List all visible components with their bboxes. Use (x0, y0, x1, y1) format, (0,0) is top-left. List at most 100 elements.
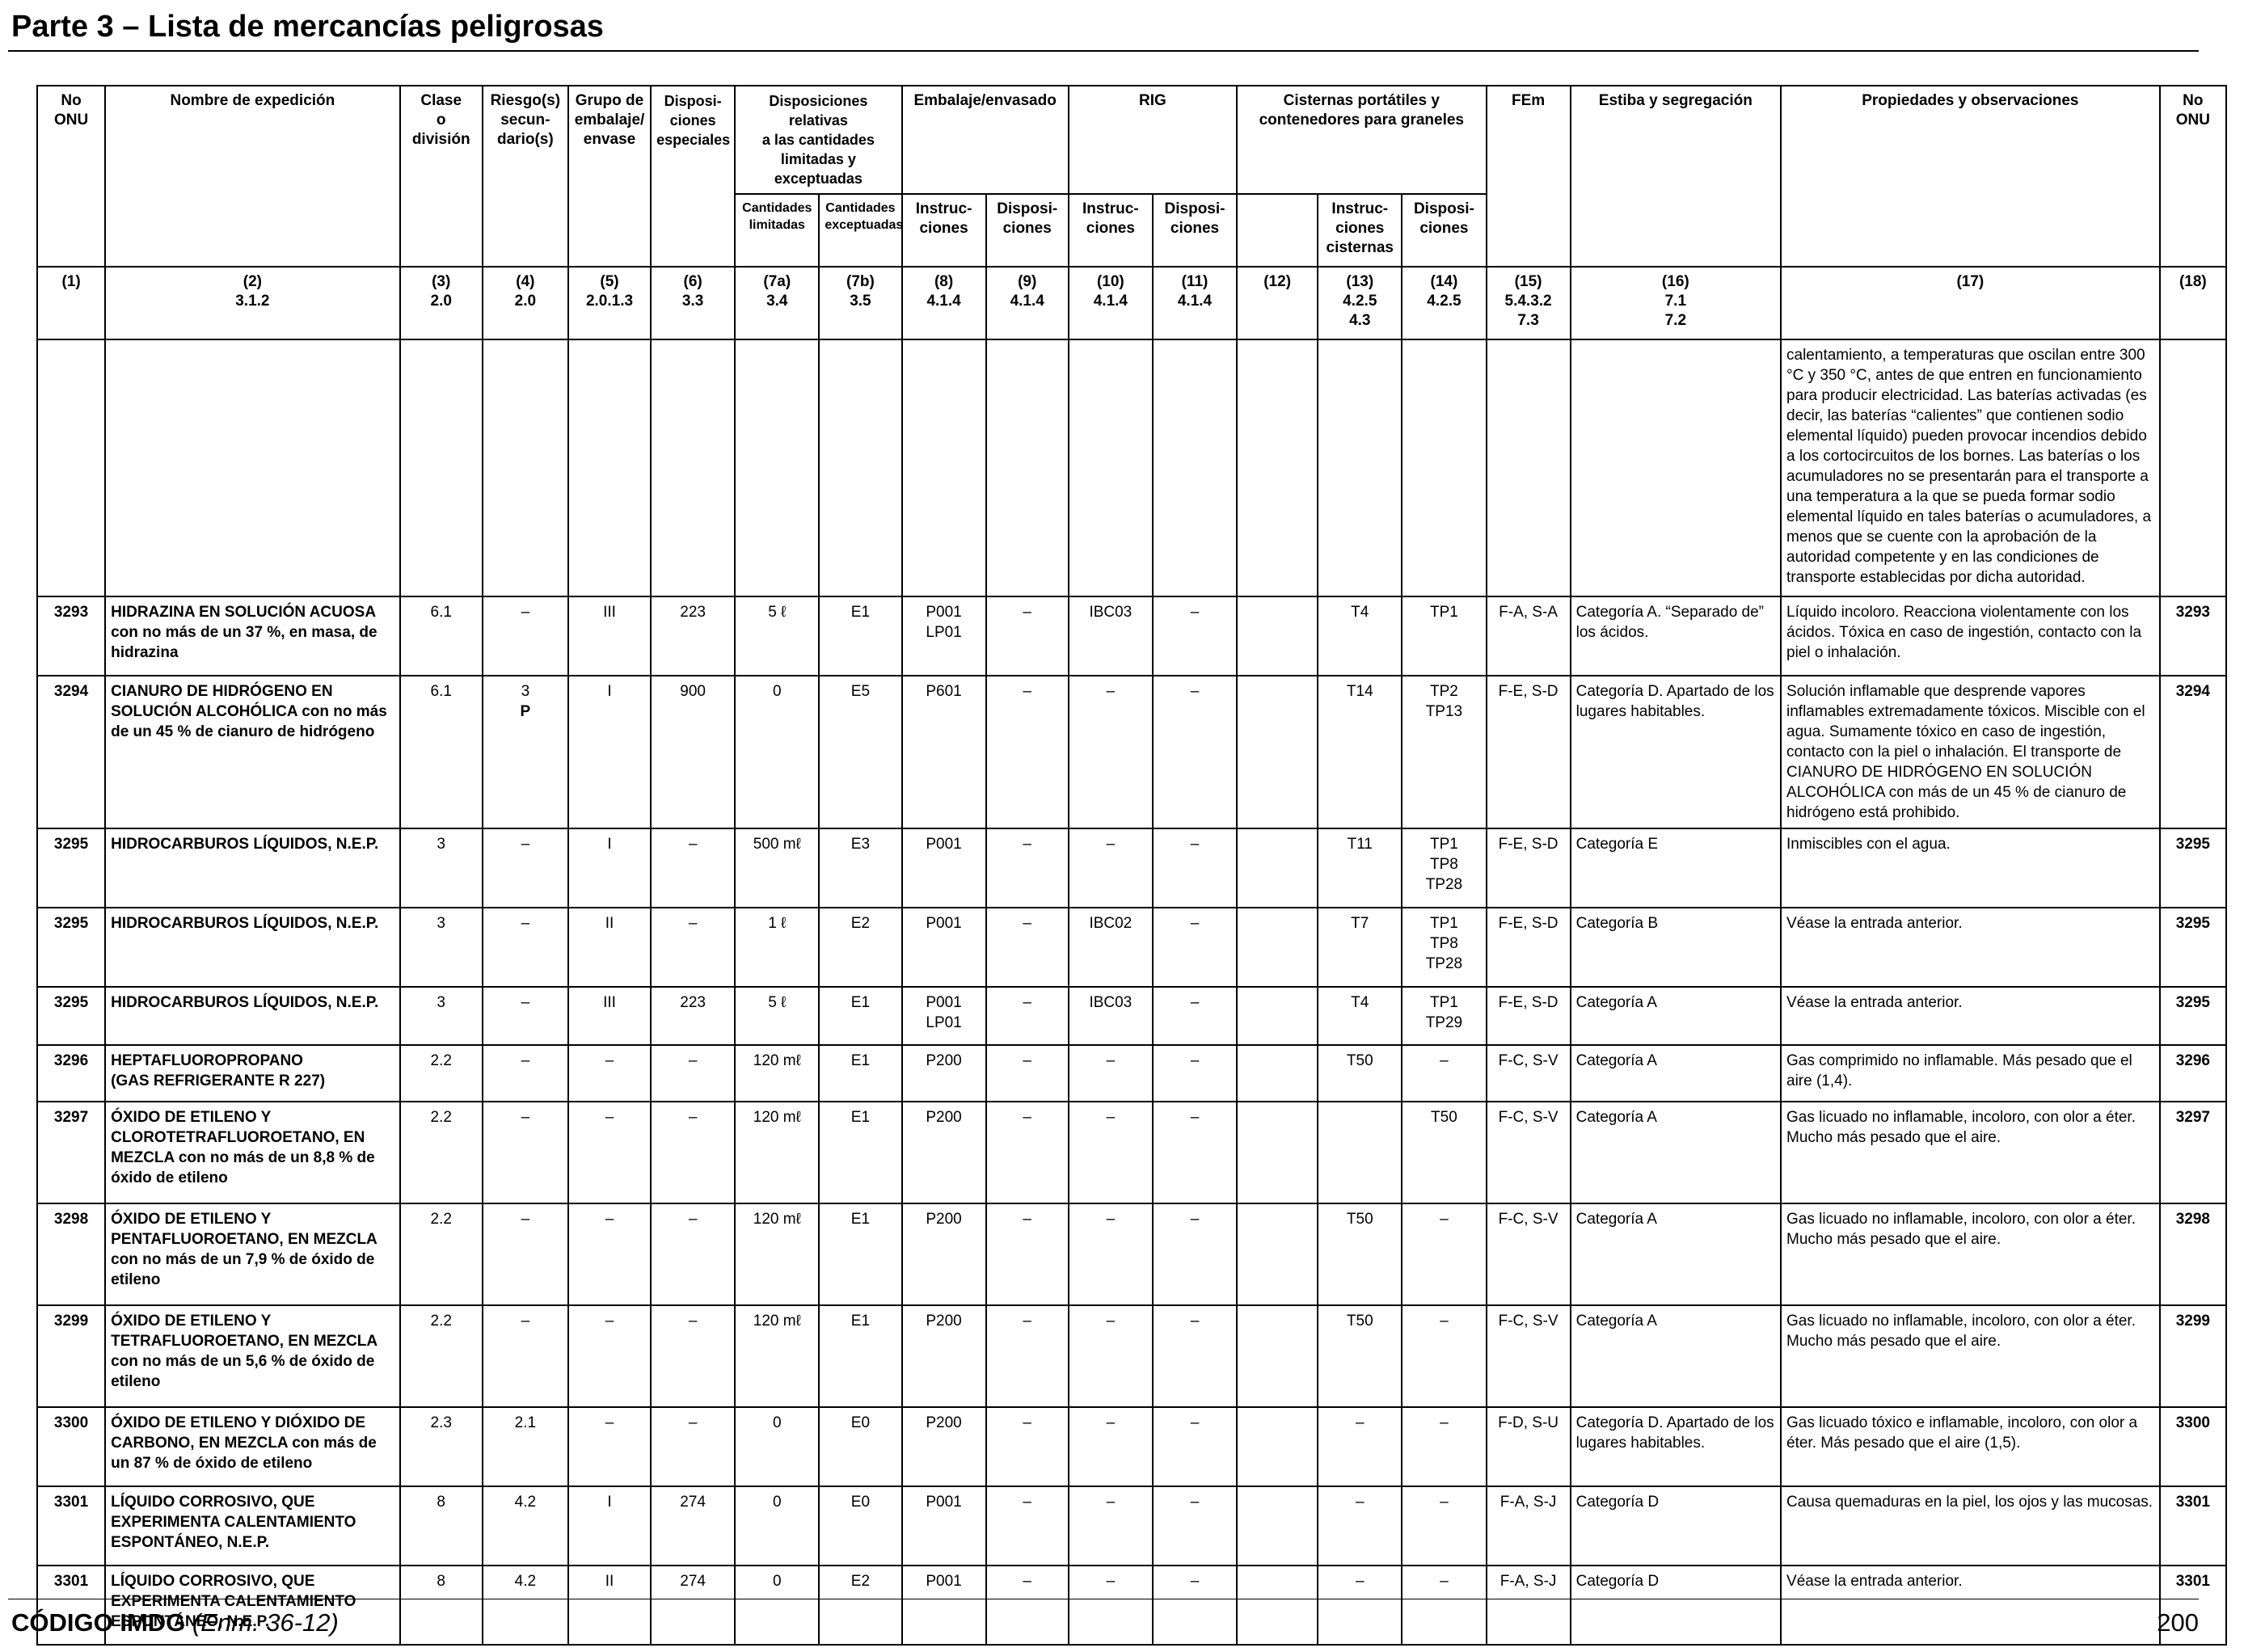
un-number: 3297 (36, 1101, 107, 1204)
tank-provision: T50 (1401, 1101, 1487, 1204)
tank-provision: TP1 (1401, 596, 1487, 676)
limited-quantity: 5 ℓ (734, 596, 820, 676)
header-cantidades-exceptuadas: Cantidades exceptuadas (818, 193, 903, 268)
packing-group: II (567, 907, 652, 988)
un-number: 3301 (36, 1486, 107, 1566)
ibc-provision: – (1151, 1565, 1238, 1646)
special-provisions: – (650, 1203, 736, 1306)
special-provisions: 274 (650, 1486, 736, 1566)
class: 8 (399, 1565, 483, 1646)
un-number: 3300 (36, 1406, 107, 1487)
header-grupo: Grupo de embalaje/ envase (567, 85, 652, 268)
shipping-name-bold: ÓXIDO DE ETILENO Y DIÓXIDO DE CARBONO, E… (111, 1414, 366, 1452)
special-provisions: – (650, 907, 736, 988)
shipping-name: ÓXIDO DE ETILENO Y DIÓXIDO DE CARBONO, E… (104, 1406, 401, 1487)
ibc-instruction: – (1067, 1406, 1154, 1487)
properties: Gas licuado no inflamable, incoloro, con… (1780, 1101, 2161, 1204)
shipping-name-rest: con más de un 87 % de óxido de etileno (111, 1435, 377, 1472)
ibc-provision: – (1151, 907, 1238, 988)
un-number-end: 3297 (2158, 1101, 2228, 1204)
class: 3 (399, 986, 483, 1046)
ibc-provision: – (1151, 675, 1238, 829)
special-provisions: 900 (650, 675, 736, 829)
header-disposiciones-especiales: Disposi- ciones especiales (650, 85, 736, 268)
un-number: 3295 (36, 986, 107, 1046)
tank-instruction: – (1317, 1565, 1403, 1646)
column-number: (2) 3.1.2 (104, 266, 401, 340)
tank-instruction: T14 (1317, 675, 1403, 829)
un-number-end: 3294 (2158, 675, 2228, 829)
ems: F-E, S-D (1485, 675, 1571, 829)
ibc-provision: – (1151, 828, 1238, 908)
column-number: (8) 4.1.4 (901, 266, 987, 340)
header-nombre: Nombre de expedición (104, 85, 401, 268)
table-row: 3301 LÍQUIDO CORROSIVO, QUE EXPERIMENTA C… (36, 1486, 2228, 1566)
shipping-name: LÍQUIDO CORROSIVO, QUE EXPERIMENTA CALEN… (104, 1565, 401, 1646)
tank-provision: – (1401, 1486, 1487, 1566)
column-number: (9) 4.1.4 (985, 266, 1069, 340)
properties: Gas comprimido no inflamable. Más pesado… (1780, 1044, 2161, 1102)
header-cantidades-limitadas: Cantidades limitadas (734, 193, 820, 268)
page-number: 200 (2157, 1608, 2199, 1637)
limited-quantity: 0 (734, 1406, 820, 1487)
subsidiary-risk-value: – (521, 994, 530, 1011)
subsidiary-risk-value: – (521, 1313, 530, 1330)
ems: F-E, S-D (1485, 828, 1571, 908)
column-number: (1) (36, 266, 107, 340)
packing-group: I (567, 675, 652, 829)
excepted-quantity: E0 (818, 1486, 903, 1566)
column-12 (1236, 828, 1319, 908)
class: 6.1 (399, 675, 483, 829)
subsidiary-risk-value: 4.2 (514, 1494, 537, 1511)
excepted-quantity: E0 (818, 1406, 903, 1487)
table-row: 3294 CIANURO DE HIDRÓGENO EN SOLUCIÓN ALC… (36, 675, 2228, 829)
ems: F-C, S-V (1485, 1304, 1571, 1408)
excepted-quantity: E1 (818, 986, 903, 1046)
un-number-end: 3300 (2158, 1406, 2228, 1487)
class: 6.1 (399, 596, 483, 676)
ems: F-E, S-D (1485, 986, 1571, 1046)
class: 3 (399, 828, 483, 908)
ems: F-C, S-V (1485, 1044, 1571, 1102)
column-12 (1236, 1044, 1319, 1102)
packing-provision: – (985, 1406, 1069, 1487)
packing-provision: – (985, 1203, 1069, 1306)
table-row: 3300 ÓXIDO DE ETILENO Y DIÓXIDO DE CARBON… (36, 1406, 2228, 1487)
class: 8 (399, 1486, 483, 1566)
column-number-row: (1) (2) 3.1.2 (3) 2.0 (4) 2.0 (5) 2.0.1.3 (6)… (36, 266, 2228, 340)
un-number: 3293 (36, 596, 107, 676)
header-embalaje-disposiciones: Disposi- ciones (985, 193, 1069, 268)
tank-provision: – (1401, 1203, 1487, 1306)
special-provisions: – (650, 1044, 736, 1102)
tank-instruction: T4 (1317, 986, 1403, 1046)
header-fem: FEm (1485, 85, 1571, 268)
tank-instruction: T11 (1317, 828, 1403, 908)
header-cisternas: Cisternas portátiles y contenedores para… (1236, 85, 1487, 195)
ibc-instruction: – (1067, 1044, 1154, 1102)
shipping-name-bold: HEPTAFLUOROPROPANO (GAS REFRIGERANTE R 2… (111, 1052, 326, 1089)
packing-group: II (567, 1565, 652, 1646)
packing-provision: – (985, 1304, 1069, 1408)
ibc-provision: – (1151, 596, 1238, 676)
un-number: 3298 (36, 1203, 107, 1306)
shipping-name-bold: HIDROCARBUROS LÍQUIDOS, N.E.P. (111, 836, 379, 853)
special-provisions: – (650, 1406, 736, 1487)
footer-amendment: (Enm. 36-12) (192, 1608, 339, 1637)
un-number: 3294 (36, 675, 107, 829)
column-12 (1236, 1406, 1319, 1487)
subsidiary-risk: – (481, 1304, 569, 1408)
shipping-name: CIANURO DE HIDRÓGENO EN SOLUCIÓN ALCOHÓL… (104, 675, 401, 829)
packing-instruction: P200 (901, 1203, 987, 1306)
un-number: 3301 (36, 1565, 107, 1646)
tank-instruction (1317, 1101, 1403, 1204)
column-12 (1236, 907, 1319, 988)
tank-provision: – (1401, 1406, 1487, 1487)
excepted-quantity: E1 (818, 1044, 903, 1102)
ibc-instruction: – (1067, 1565, 1154, 1646)
column-12 (1236, 986, 1319, 1046)
column-12 (1236, 1203, 1319, 1306)
shipping-name: ÓXIDO DE ETILENO Y PENTAFLUOROETANO, EN … (104, 1203, 401, 1306)
un-number-end: 3295 (2158, 828, 2228, 908)
shipping-name: HIDROCARBUROS LÍQUIDOS, N.E.P. (104, 828, 401, 908)
